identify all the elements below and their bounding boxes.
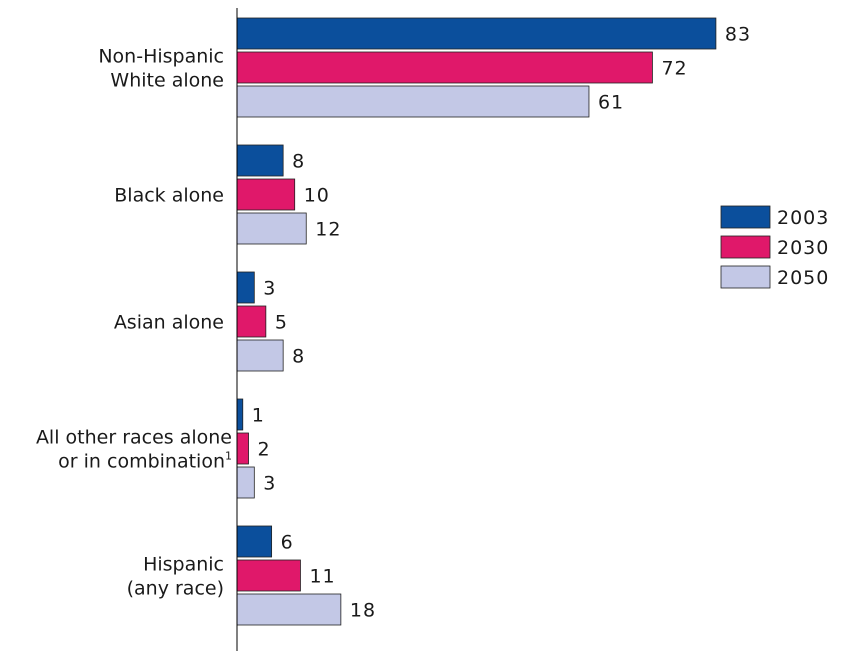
bar-4-series-2030 — [236, 559, 301, 592]
legend-label: 2030 — [777, 237, 829, 259]
value-label: 12 — [315, 219, 341, 241]
value-label: 8 — [292, 151, 305, 173]
bar-1-series-2030 — [236, 178, 296, 211]
value-label: 18 — [350, 600, 376, 622]
category-label: Hispanic (any race) — [127, 554, 224, 600]
legend-label: 2003 — [777, 207, 829, 229]
bar-1-series-2050 — [236, 212, 307, 245]
value-label: 2 — [258, 439, 271, 461]
legend-swatch — [720, 205, 771, 229]
bar-3-series-2030 — [236, 432, 249, 465]
value-label: 5 — [275, 312, 288, 334]
value-label: 6 — [281, 532, 294, 554]
value-label: 8 — [292, 346, 305, 368]
value-label: 83 — [725, 24, 751, 46]
bar-0-series-2050 — [236, 85, 590, 118]
value-label: 3 — [263, 278, 276, 300]
value-label: 72 — [661, 58, 687, 80]
category-label: All other races alone or in combination1 — [36, 427, 232, 473]
value-label: 61 — [598, 92, 624, 114]
bar-4-series-2050 — [236, 593, 342, 626]
bar-0-series-2003 — [236, 17, 717, 50]
legend-label: 2050 — [777, 267, 829, 289]
bar-2-series-2050 — [236, 339, 284, 372]
legend-swatch — [720, 235, 771, 259]
bar-2-series-2030 — [236, 305, 267, 338]
value-label: 3 — [263, 473, 276, 495]
legend: 2003 2030 2050 — [720, 205, 829, 289]
bar-3-series-2050 — [236, 466, 255, 499]
value-label: 10 — [304, 185, 330, 207]
bar-4-series-2003 — [236, 525, 273, 558]
value-label: 1 — [252, 405, 265, 427]
bar-2-series-2003 — [236, 271, 255, 304]
legend-swatch — [720, 265, 771, 289]
category-label: Black alone — [114, 185, 224, 207]
value-label: 11 — [309, 566, 335, 588]
bar-0-series-2030 — [236, 51, 653, 84]
bars-group — [236, 17, 717, 626]
bar-3-series-2003 — [236, 398, 244, 431]
category-labels: Non-Hispanic White alone Black alone Asian … — [36, 46, 232, 600]
category-label: Non-Hispanic White alone — [98, 46, 224, 92]
bar-1-series-2003 — [236, 144, 284, 177]
category-label: Asian alone — [114, 312, 224, 334]
